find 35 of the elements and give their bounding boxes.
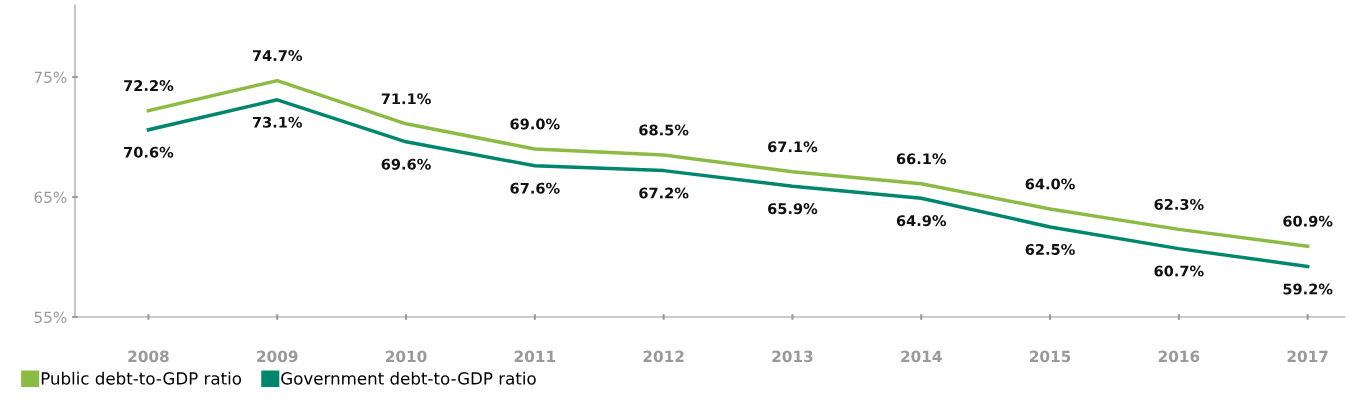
data-label: 66.1% [896, 153, 947, 165]
y-tick-label: 55% [34, 311, 67, 324]
data-label: 69.0% [510, 118, 560, 130]
data-label: 60.7% [1154, 265, 1204, 277]
data-label: 64.9% [896, 215, 947, 227]
data-label: 60.9% [1283, 215, 1333, 227]
data-label: 68.5% [639, 124, 689, 136]
x-tick-label: 2013 [772, 350, 813, 363]
x-tick-label: 2016 [1158, 350, 1200, 363]
data-label: 72.2% [124, 80, 174, 92]
data-label: 70.6% [124, 146, 174, 158]
x-tick-label: 2017 [1287, 350, 1328, 363]
data-label: 64.0% [1025, 178, 1075, 190]
data-label: 67.6% [510, 182, 560, 194]
legend-label: Public debt-to-GDP ratio [41, 371, 242, 385]
data-label: 69.6% [381, 158, 431, 170]
data-label: 74.7% [252, 50, 303, 62]
y-tick-label: 65% [34, 191, 67, 204]
x-tick-label: 2014 [901, 350, 942, 363]
x-tick-label: 2008 [128, 350, 169, 363]
data-label: 65.9% [768, 203, 818, 215]
data-label: 62.5% [1025, 243, 1075, 255]
data-label: 59.2% [1283, 283, 1333, 295]
x-tick-label: 2011 [514, 350, 556, 363]
data-label: 67.1% [768, 141, 818, 153]
x-tick-label: 2009 [257, 350, 298, 363]
data-label: 71.1% [381, 93, 431, 105]
data-label: 73.1% [252, 116, 303, 128]
x-tick-label: 2015 [1029, 350, 1071, 363]
data-label: 67.2% [639, 187, 689, 199]
x-tick-label: 2012 [643, 350, 684, 363]
x-tick-label: 2010 [385, 350, 427, 363]
data-label: 62.3% [1154, 198, 1204, 210]
y-tick-label: 75% [34, 71, 67, 84]
legend-label: Government debt-to-GDP ratio [281, 371, 536, 385]
